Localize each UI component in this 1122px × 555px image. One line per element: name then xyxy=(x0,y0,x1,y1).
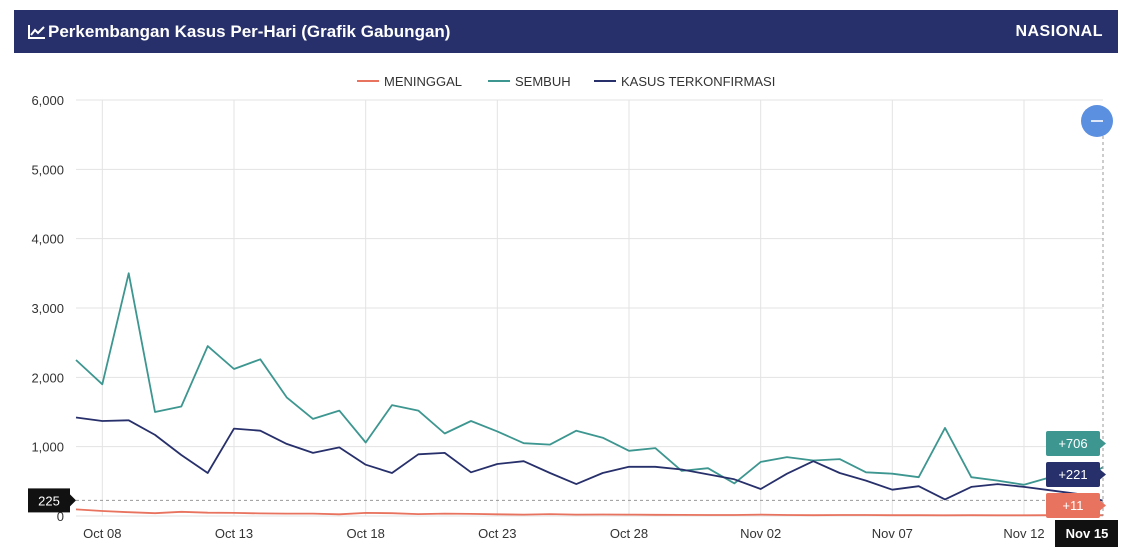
y-tick-label: 2,000 xyxy=(31,370,64,385)
x-tick-label: Oct 28 xyxy=(610,526,648,541)
legend-label[interactable]: SEMBUH xyxy=(515,74,571,89)
legend-label[interactable]: MENINGGAL xyxy=(384,74,462,89)
tooltip-pointer xyxy=(1100,469,1106,480)
tooltip-value: +706 xyxy=(1058,436,1087,451)
series-line-sembuh[interactable] xyxy=(75,272,1104,486)
y-tick-label: 1,000 xyxy=(31,440,64,455)
chart-title: Perkembangan Kasus Per-Hari (Grafik Gabu… xyxy=(28,22,450,42)
scope-label: NASIONAL xyxy=(1015,22,1103,40)
tooltip-pointer xyxy=(1100,500,1106,511)
x-tick-label: Nov 12 xyxy=(1003,526,1044,541)
y-tick-label: 5,000 xyxy=(31,162,64,177)
crosshair-y-label: 225 xyxy=(38,493,60,508)
x-tick-label: Nov 07 xyxy=(872,526,913,541)
tooltip-box xyxy=(1046,493,1100,518)
y-tick-label: 0 xyxy=(57,509,64,524)
tooltip-value: +11 xyxy=(1062,498,1083,513)
x-tick-label: Oct 18 xyxy=(347,526,385,541)
x-tick-label: Nov 02 xyxy=(740,526,781,541)
crosshair-y-pointer xyxy=(70,494,76,507)
chart-title-text: Perkembangan Kasus Per-Hari (Grafik Gabu… xyxy=(48,21,451,41)
y-tick-label: 4,000 xyxy=(31,232,64,247)
legend-label[interactable]: KASUS TERKONFIRMASI xyxy=(621,74,775,89)
y-tick-label: 3,000 xyxy=(31,301,64,316)
y-tick-label: 6,000 xyxy=(31,93,64,108)
tooltip-value: +221 xyxy=(1058,467,1087,482)
tooltip-pointer xyxy=(1100,438,1106,449)
tooltip-box xyxy=(1046,462,1100,487)
x-tick-label: Oct 08 xyxy=(83,526,121,541)
crosshair-x-box xyxy=(1055,520,1118,547)
chart-header: Perkembangan Kasus Per-Hari (Grafik Gabu… xyxy=(14,10,1118,53)
x-tick-label: Oct 13 xyxy=(215,526,253,541)
crosshair-x-label: Nov 15 xyxy=(1066,526,1109,541)
series-line-meninggal[interactable] xyxy=(75,508,1103,517)
line-chart-icon xyxy=(28,24,46,40)
x-tick-label: Oct 23 xyxy=(478,526,516,541)
tooltip-box xyxy=(1046,431,1100,456)
series-line-kasus-terkonfirmasi[interactable] xyxy=(75,416,1104,502)
crosshair-y-box xyxy=(28,488,70,513)
